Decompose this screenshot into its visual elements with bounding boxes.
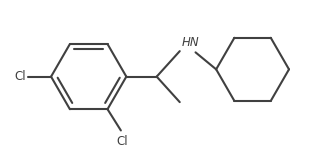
- Text: Cl: Cl: [116, 135, 128, 148]
- Text: Cl: Cl: [14, 70, 26, 83]
- Text: HN: HN: [182, 36, 200, 49]
